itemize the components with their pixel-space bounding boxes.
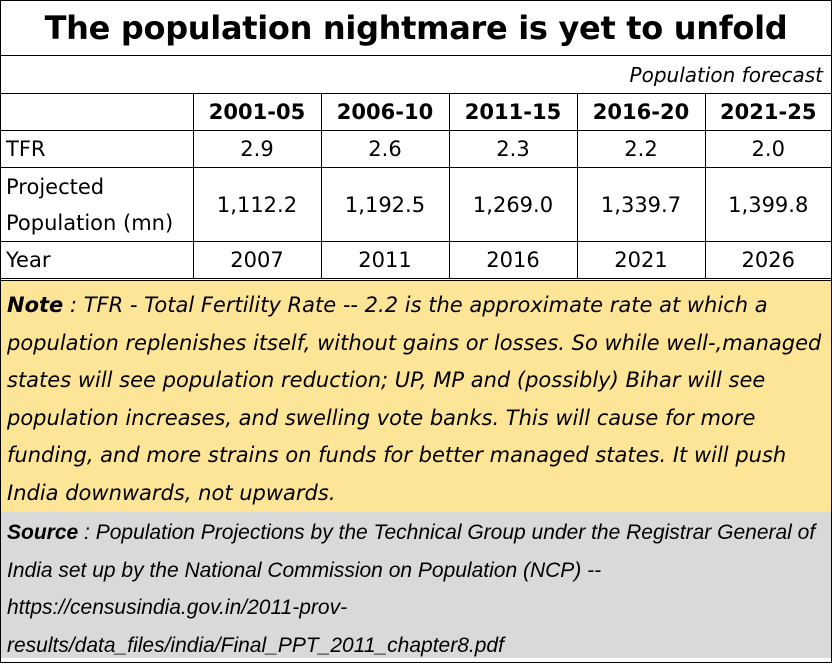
table-cell: 2.9 — [192, 130, 322, 168]
page-title: The population nightmare is yet to unfol… — [44, 9, 788, 47]
source-box: Source : Population Projections by the T… — [1, 512, 831, 658]
subtitle-row: Population forecast — [1, 56, 831, 94]
title-row: The population nightmare is yet to unfol… — [1, 1, 831, 56]
table-row-year: Year 2007 2011 2016 2021 2026 — [1, 241, 831, 279]
column-header: 2016-20 — [576, 94, 706, 131]
table-cell: 2021 — [576, 241, 706, 279]
column-header: 2006-10 — [320, 94, 450, 131]
row-label-line1: Projected — [6, 174, 105, 199]
table-cell: 2.6 — [320, 130, 450, 168]
column-header: 2001-05 — [192, 94, 322, 131]
table-row-tfr: TFR 2.9 2.6 2.3 2.2 2.0 — [1, 130, 831, 168]
table-cell: 2007 — [192, 241, 322, 279]
row-label: Projected Population (mn) — [1, 167, 194, 242]
table-cell: 1,399.8 — [704, 167, 831, 242]
table-cell: 2.2 — [576, 130, 706, 168]
note-separator: : — [63, 293, 84, 317]
table-row-projected-population: Projected Population (mn) 1,112.2 1,192.… — [1, 167, 831, 242]
source-separator: : — [78, 521, 96, 544]
row-label: Year — [1, 241, 194, 279]
forecast-table: 2001-05 2006-10 2011-15 2016-20 2021-25 … — [1, 94, 831, 279]
table-cell: 2.0 — [704, 130, 831, 168]
note-box: Note : TFR - Total Fertility Rate -- 2.2… — [1, 280, 831, 517]
source-text: Population Projections by the Technical … — [7, 521, 816, 657]
column-header: 2011-15 — [448, 94, 578, 131]
table-cell: 2.3 — [448, 130, 578, 168]
column-header-blank — [1, 94, 194, 131]
table-cell: 1,112.2 — [192, 167, 322, 242]
table-cell: 1,269.0 — [448, 167, 578, 242]
table-cell: 2011 — [320, 241, 450, 279]
row-label: TFR — [1, 130, 194, 168]
row-label-line2: Population (mn) — [6, 210, 174, 235]
table-cell: 1,192.5 — [320, 167, 450, 242]
header-row: 2001-05 2006-10 2011-15 2016-20 2021-25 — [1, 94, 831, 131]
column-header: 2021-25 — [704, 94, 831, 131]
table-cell: 2026 — [704, 241, 831, 279]
note-text: TFR - Total Fertility Rate -- 2.2 is the… — [7, 293, 822, 505]
table-cell: 1,339.7 — [576, 167, 706, 242]
note-label: Note — [7, 293, 64, 317]
subtitle: Population forecast — [629, 63, 823, 87]
table-cell: 2016 — [448, 241, 578, 279]
source-label: Source — [7, 521, 79, 544]
